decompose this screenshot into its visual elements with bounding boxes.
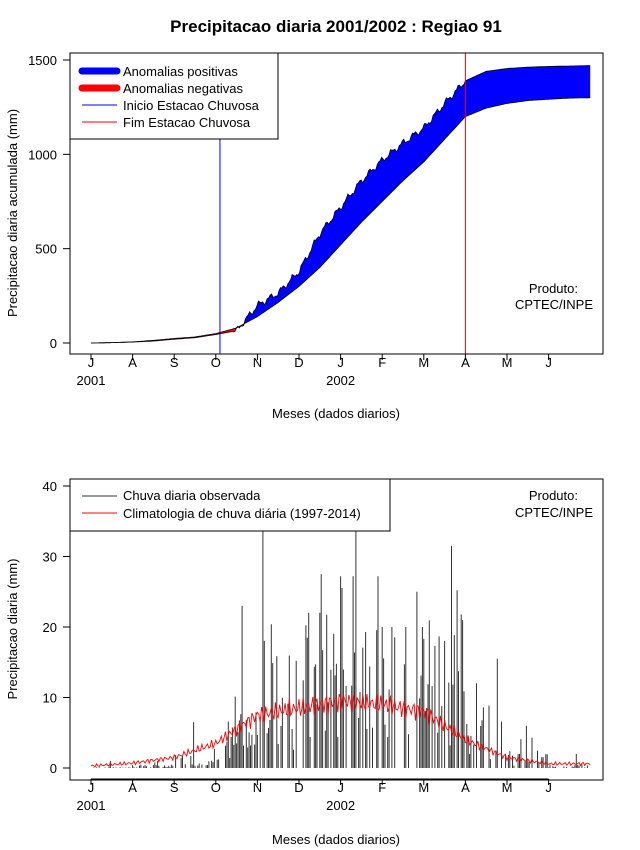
cumulative-chart: Precipitacao diaria 2001/2002 : Regiao 9… xyxy=(5,17,604,421)
y-axis: 0 10 20 30 40 xyxy=(43,479,71,776)
observed-cumulative-line xyxy=(91,65,591,344)
x-tick-label: S xyxy=(170,780,179,795)
climatology-cumulative-line xyxy=(91,97,591,344)
x-axis: J A S O N D J F M A M J 2001 2002 xyxy=(77,778,552,813)
climatology-daily-line xyxy=(90,693,591,768)
x-tick-label: F xyxy=(378,355,386,370)
y-tick-label: 10 xyxy=(43,691,57,706)
legend-box xyxy=(69,52,279,140)
legend-entry: Inicio Estacao Chuvosa xyxy=(123,98,260,113)
year-label: 2002 xyxy=(326,798,355,813)
legend-entry: Climatologia de chuva diária (1997-2014) xyxy=(123,506,361,521)
x-tick-label: J xyxy=(88,780,95,795)
y-tick-label: 500 xyxy=(35,242,57,257)
y-tick-label: 1500 xyxy=(28,53,57,68)
x-tick-label: N xyxy=(253,780,262,795)
x-tick-label: M xyxy=(502,780,513,795)
x-tick-label: A xyxy=(128,780,137,795)
x-tick-label: J xyxy=(337,355,344,370)
year-label: 2002 xyxy=(326,373,355,388)
year-label: 2001 xyxy=(77,373,106,388)
y-axis-label: Precipitacao diaria (mm) xyxy=(5,559,20,700)
legend: Anomalias positivas Anomalias negativas … xyxy=(69,52,279,140)
legend-entry: Anomalias positivas xyxy=(123,64,238,79)
x-tick-label: F xyxy=(378,780,386,795)
legend-entry: Chuva diaria observada xyxy=(123,488,261,503)
y-axis: 0 500 1000 1500 xyxy=(28,53,71,351)
x-tick-label: O xyxy=(211,355,221,370)
chart-title: Precipitacao diaria 2001/2002 : Regiao 9… xyxy=(170,17,502,36)
x-tick-label: M xyxy=(418,355,429,370)
x-axis-label: Meses (dados diarios) xyxy=(272,832,400,847)
y-tick-label: 0 xyxy=(50,336,57,351)
y-tick-label: 30 xyxy=(43,550,57,565)
legend-box xyxy=(69,478,391,532)
product-source: CPTEC/INPE xyxy=(515,297,593,312)
y-tick-label: 0 xyxy=(50,761,57,776)
legend-entry: Fim Estacao Chuvosa xyxy=(123,115,251,130)
x-tick-label: J xyxy=(545,780,552,795)
y-tick-label: 40 xyxy=(43,479,57,494)
climatology-layer xyxy=(90,693,591,768)
x-tick-label: J xyxy=(545,355,552,370)
x-axis-label: Meses (dados diarios) xyxy=(272,406,400,421)
x-tick-label: N xyxy=(253,355,262,370)
x-tick-label: M xyxy=(418,780,429,795)
x-tick-label: J xyxy=(337,780,344,795)
x-tick-label: D xyxy=(294,355,303,370)
daily-bars-layer xyxy=(93,528,588,768)
x-tick-label: A xyxy=(461,355,470,370)
x-axis: J A S O N D J F M A M J 2001 2002 xyxy=(77,353,552,388)
product-source: CPTEC/INPE xyxy=(515,505,593,520)
daily-chart: 0 10 20 30 40 J A S O N D J F M A M J 2001 2002 Meses (da… xyxy=(5,478,604,847)
legend: Chuva diaria observada Climatologia de c… xyxy=(69,478,391,532)
x-tick-label: O xyxy=(211,780,221,795)
x-tick-label: D xyxy=(294,780,303,795)
product-label: Produto: xyxy=(529,488,578,503)
x-tick-label: A xyxy=(128,355,137,370)
year-label: 2001 xyxy=(77,798,106,813)
y-tick-label: 20 xyxy=(43,620,57,635)
x-tick-label: A xyxy=(461,780,470,795)
x-tick-label: M xyxy=(502,355,513,370)
x-tick-label: S xyxy=(170,355,179,370)
legend-entry: Anomalias negativas xyxy=(123,81,243,96)
positive-anomaly-area xyxy=(243,65,591,326)
product-label: Produto: xyxy=(529,281,578,296)
y-axis-label: Precipitacao diaria acumulada (mm) xyxy=(5,109,20,317)
negative-anomaly-area xyxy=(111,328,235,343)
x-tick-label: J xyxy=(88,355,95,370)
y-tick-label: 1000 xyxy=(28,147,57,162)
